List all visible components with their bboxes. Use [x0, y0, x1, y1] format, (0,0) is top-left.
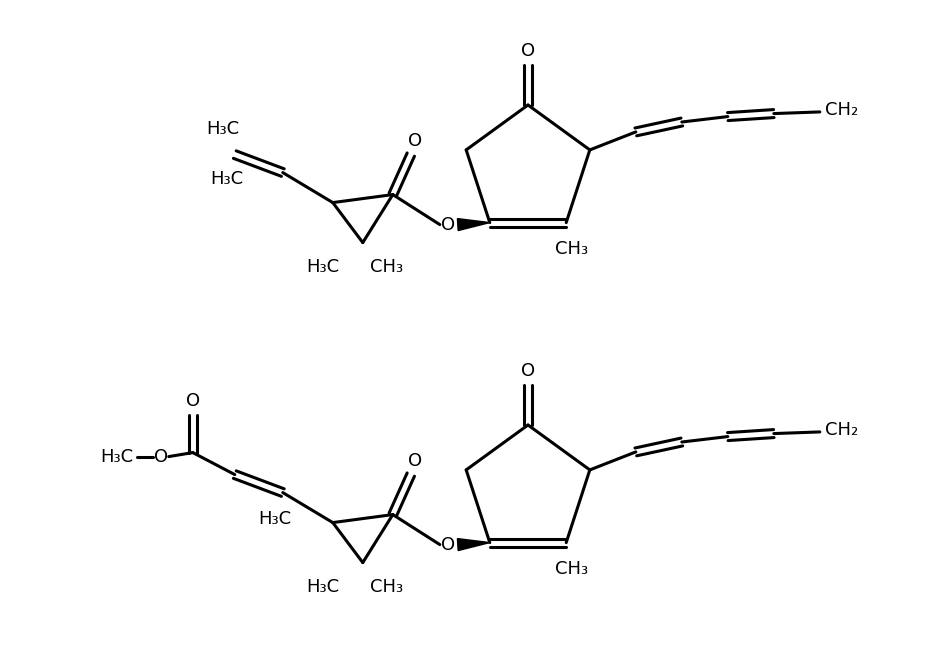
Text: O: O: [153, 448, 168, 466]
Text: H₃C: H₃C: [210, 170, 243, 188]
Text: O: O: [521, 362, 535, 380]
Text: H₃C: H₃C: [206, 119, 239, 137]
Text: CH₃: CH₃: [370, 257, 403, 275]
Text: H₃C: H₃C: [258, 510, 291, 528]
Text: O: O: [407, 451, 421, 470]
Text: CH₃: CH₃: [554, 560, 587, 577]
Text: O: O: [521, 42, 535, 60]
Text: O: O: [440, 535, 455, 553]
Text: O: O: [407, 132, 421, 150]
Text: H₃C: H₃C: [306, 257, 339, 275]
Polygon shape: [457, 219, 489, 230]
Polygon shape: [457, 539, 489, 551]
Text: O: O: [440, 215, 455, 233]
Text: CH₂: CH₂: [824, 421, 857, 439]
Text: CH₃: CH₃: [554, 239, 587, 257]
Text: H₃C: H₃C: [306, 577, 339, 595]
Text: H₃C: H₃C: [100, 448, 134, 466]
Text: O: O: [186, 392, 200, 410]
Text: CH₂: CH₂: [824, 101, 857, 119]
Text: CH₃: CH₃: [370, 577, 403, 595]
